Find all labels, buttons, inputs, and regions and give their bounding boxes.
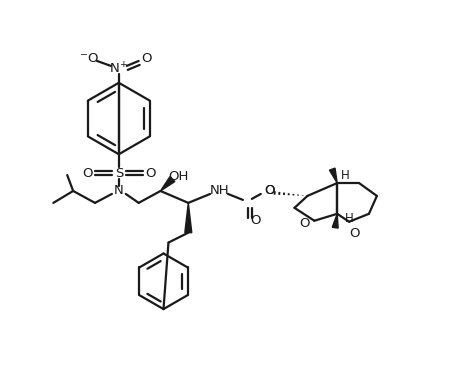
Text: OH: OH: [168, 169, 189, 183]
Text: O: O: [349, 227, 360, 240]
Text: O: O: [142, 52, 152, 65]
Text: H: H: [341, 169, 349, 182]
Text: O: O: [251, 214, 261, 227]
Polygon shape: [160, 177, 175, 191]
Text: N: N: [114, 184, 124, 197]
Text: O: O: [82, 166, 93, 180]
Text: NH: NH: [209, 184, 229, 197]
Text: O: O: [264, 184, 275, 197]
Polygon shape: [185, 203, 192, 233]
Polygon shape: [332, 214, 338, 228]
Polygon shape: [329, 168, 337, 183]
Text: O: O: [145, 166, 156, 180]
Text: H: H: [345, 212, 354, 225]
Text: O: O: [299, 217, 310, 230]
Text: S: S: [114, 166, 123, 180]
Text: N$^{+}$: N$^{+}$: [109, 61, 128, 77]
Text: $^{-}$O: $^{-}$O: [79, 52, 99, 65]
Text: O: O: [264, 184, 275, 197]
